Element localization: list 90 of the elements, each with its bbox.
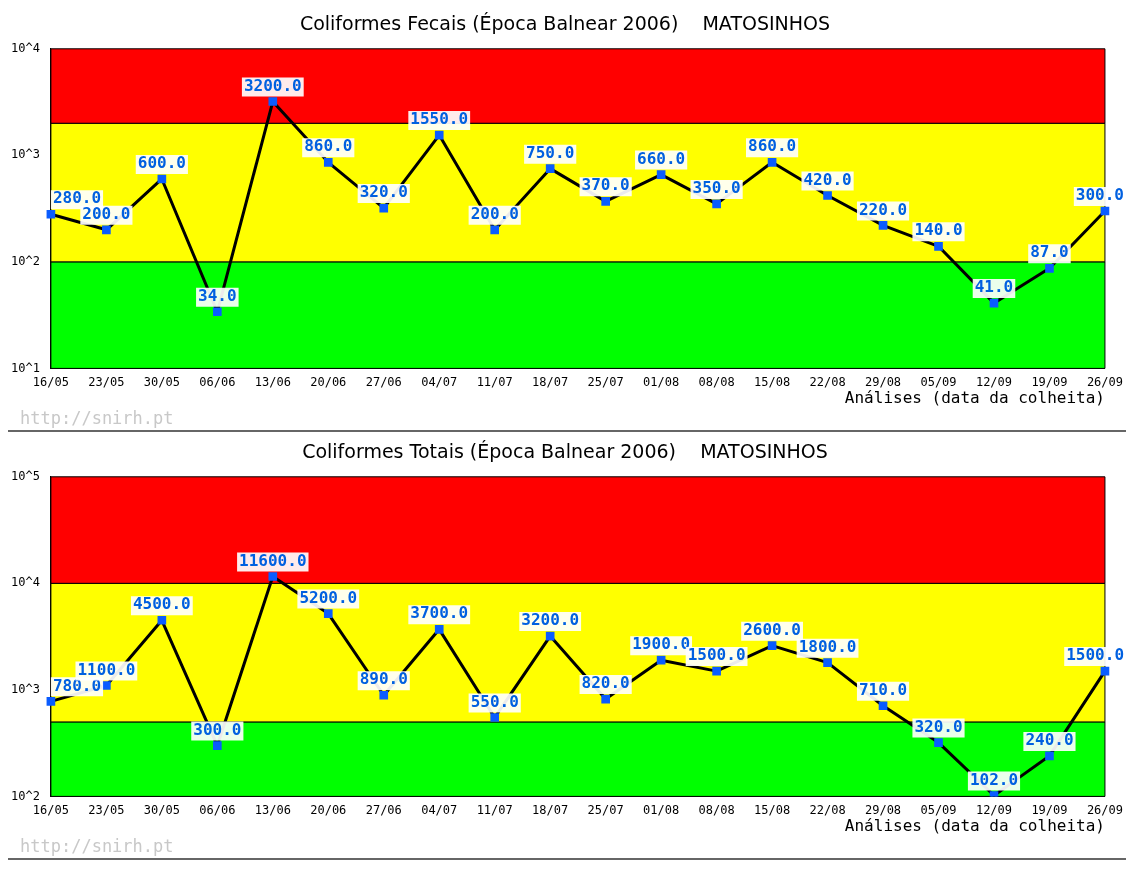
x-tick-label: 25/07 bbox=[587, 802, 624, 817]
x-tick-label: 29/08 bbox=[864, 802, 902, 817]
data-label: 4500.0 bbox=[132, 594, 191, 614]
x-tick-label: 30/05 bbox=[143, 802, 180, 817]
y-tick-label: 10^3 bbox=[10, 147, 40, 162]
x-tick-label: 18/07 bbox=[532, 802, 569, 817]
data-label: 780.0 bbox=[52, 675, 102, 695]
data-label: 11600.0 bbox=[239, 550, 307, 570]
data-label: 820.0 bbox=[581, 673, 630, 693]
x-tick-label: 20/06 bbox=[310, 374, 347, 389]
data-label: 3200.0 bbox=[521, 610, 580, 630]
x-tick-label: 19/09 bbox=[1031, 374, 1068, 389]
y-tick-label: 10^3 bbox=[10, 681, 40, 696]
data-label: 5200.0 bbox=[299, 587, 358, 607]
data-label: 102.0 bbox=[969, 769, 1019, 789]
data-label: 420.0 bbox=[803, 169, 852, 189]
x-tick-label: 04/07 bbox=[421, 374, 458, 389]
x-tick-label: 08/08 bbox=[698, 374, 735, 389]
y-tick-label: 10^2 bbox=[10, 788, 40, 803]
x-axis-title: Análises (data da colheita) bbox=[844, 387, 1105, 407]
x-tick-label: 15/08 bbox=[754, 374, 791, 389]
x-tick-label: 25/07 bbox=[587, 374, 624, 389]
x-tick-label: 12/09 bbox=[975, 802, 1013, 817]
data-label: 660.0 bbox=[637, 148, 686, 168]
data-label: 370.0 bbox=[581, 175, 630, 195]
data-label: 280.0 bbox=[52, 188, 102, 208]
y-tick-label: 10^1 bbox=[10, 360, 40, 375]
data-label: 860.0 bbox=[304, 136, 353, 156]
data-label: 34.0 bbox=[198, 285, 237, 305]
x-tick-label: 12/09 bbox=[975, 374, 1013, 389]
x-tick-label: 01/08 bbox=[643, 802, 680, 817]
x-tick-label: 26/09 bbox=[1086, 374, 1123, 389]
x-tick-label: 22/08 bbox=[809, 802, 846, 817]
x-axis-title: Análises (data da colheita) bbox=[844, 815, 1105, 835]
data-label: 600.0 bbox=[137, 153, 186, 173]
x-tick-label: 08/08 bbox=[698, 802, 735, 817]
data-label: 3200.0 bbox=[243, 75, 302, 95]
x-tick-label: 06/06 bbox=[199, 374, 236, 389]
data-label: 550.0 bbox=[470, 691, 519, 711]
x-tick-label: 29/08 bbox=[864, 374, 902, 389]
x-tick-label: 19/09 bbox=[1031, 802, 1068, 817]
data-label: 300.0 bbox=[193, 719, 242, 739]
data-label: 1550.0 bbox=[410, 109, 469, 129]
data-label: 2600.0 bbox=[743, 619, 801, 639]
y-tick-label: 10^2 bbox=[10, 253, 40, 268]
x-tick-label: 27/06 bbox=[365, 802, 402, 817]
x-tick-label: 22/08 bbox=[809, 374, 846, 389]
x-tick-label: 11/07 bbox=[476, 374, 513, 389]
data-label: 240.0 bbox=[1025, 730, 1074, 750]
data-label: 3700.0 bbox=[410, 603, 469, 623]
data-label: 350.0 bbox=[692, 178, 741, 198]
x-tick-label: 18/07 bbox=[532, 374, 569, 389]
data-label: 860.0 bbox=[748, 136, 797, 156]
x-tick-label: 23/05 bbox=[88, 374, 125, 389]
y-tick-label: 10^5 bbox=[10, 468, 40, 483]
x-tick-label: 01/08 bbox=[643, 374, 680, 389]
data-label: 320.0 bbox=[359, 182, 408, 202]
data-label: 1100.0 bbox=[77, 659, 136, 679]
data-label: 200.0 bbox=[82, 203, 131, 223]
x-tick-label: 13/06 bbox=[254, 374, 291, 389]
data-label: 87.0 bbox=[1030, 242, 1069, 262]
y-tick-label: 10^4 bbox=[10, 575, 40, 590]
x-tick-label: 20/06 bbox=[310, 802, 347, 817]
x-tick-label: 15/08 bbox=[754, 802, 791, 817]
x-tick-label: 04/07 bbox=[421, 802, 458, 817]
x-tick-label: 11/07 bbox=[476, 802, 513, 817]
x-tick-label: 16/05 bbox=[32, 374, 69, 389]
chart-title: Coliformes Fecais (Época Balnear 2006) MATOSINHOS bbox=[299, 12, 831, 35]
x-tick-label: 13/06 bbox=[254, 802, 291, 817]
x-tick-label: 26/09 bbox=[1086, 802, 1123, 817]
data-label: 200.0 bbox=[470, 203, 519, 223]
data-label: 750.0 bbox=[526, 142, 575, 162]
chart-title: Coliformes Totais (Época Balnear 2006) MATOSINHOS bbox=[302, 440, 828, 463]
x-tick-label: 16/05 bbox=[32, 802, 69, 817]
x-tick-label: 27/06 bbox=[365, 374, 402, 389]
data-label: 1800.0 bbox=[798, 636, 857, 656]
data-label: 300.0 bbox=[1075, 185, 1124, 205]
y-tick-label: 10^4 bbox=[10, 40, 40, 55]
data-label: 890.0 bbox=[359, 669, 408, 689]
x-tick-label: 05/09 bbox=[920, 802, 957, 817]
data-label: 710.0 bbox=[858, 679, 908, 699]
x-tick-label: 05/09 bbox=[920, 374, 957, 389]
x-tick-label: 23/05 bbox=[88, 802, 125, 817]
data-label: 140.0 bbox=[914, 220, 963, 240]
data-label: 320.0 bbox=[914, 716, 963, 736]
data-label: 41.0 bbox=[974, 277, 1014, 297]
data-label: 1500.0 bbox=[1066, 645, 1124, 665]
x-tick-label: 30/05 bbox=[143, 374, 180, 389]
x-tick-label: 06/06 bbox=[199, 802, 236, 817]
data-label: 220.0 bbox=[858, 199, 908, 219]
